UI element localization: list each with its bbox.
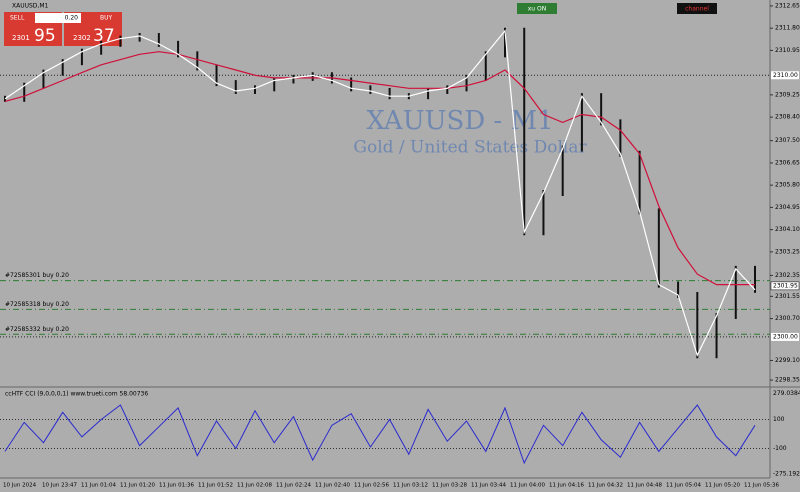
x-tick-label: 11 Jun 04:32: [588, 483, 623, 489]
y-tick-label: 100: [773, 416, 785, 423]
y-tick-label: 2309.25: [775, 91, 800, 98]
x-tick-label: 11 Jun 05:20: [705, 483, 740, 489]
cci-line: [4, 404, 756, 465]
y-tick-label: 2304.10: [775, 226, 800, 233]
toggle-button[interactable]: [517, 3, 557, 14]
y-tick-label: 2305.80: [775, 182, 800, 189]
x-tick-label: 11 Jun 04:16: [549, 483, 584, 489]
y-tick-label: 2308.40: [775, 114, 800, 121]
level-box: [771, 332, 799, 341]
y-tick-label: 2303.25: [775, 248, 800, 255]
chart-bg: [0, 0, 770, 386]
x-tick-label: 11 Jun 01:36: [159, 483, 194, 489]
x-tick-label: 11 Jun 02:24: [276, 483, 311, 489]
buy-price-pips: 37: [93, 26, 115, 46]
x-tick-label: 10 Jun 2024: [3, 483, 37, 489]
x-tick-label: 11 Jun 03:44: [471, 483, 506, 489]
moving-average: [4, 51, 755, 286]
y-tick-label: 2300.70: [775, 315, 800, 322]
y-tick-label: 2312.65: [775, 2, 800, 9]
y-tick-label: 2307.50: [775, 137, 800, 144]
x-tick-label: 11 Jun 03:28: [432, 483, 467, 489]
sell-price: 2301: [12, 34, 30, 42]
watermark-subtitle: Gold / United States Dollar: [353, 138, 587, 158]
x-tick-label: 11 Jun 02:08: [237, 483, 272, 489]
channel-label[interactable]: channel: [685, 6, 709, 13]
order-label: #72585301 buy 0.20: [5, 272, 69, 279]
x-tick-label: 11 Jun 03:12: [393, 483, 428, 489]
lot-box[interactable]: [35, 13, 81, 23]
sell-button[interactable]: SELL: [10, 15, 25, 22]
x-tick-label: 11 Jun 02:40: [315, 483, 350, 489]
y-tick-label: 2310.95: [775, 47, 800, 54]
lot[interactable]: 0.20: [65, 15, 79, 22]
symbol: XAUUSD,M1: [12, 3, 49, 10]
y-tick-label: -100: [773, 445, 787, 452]
order-label: #72585332 buy 0.20: [5, 326, 69, 333]
x-tick-label: 11 Jun 05:04: [666, 483, 701, 489]
level-label: 2300.00: [773, 333, 798, 340]
y-tick-label: 2304.95: [775, 204, 800, 211]
y-tick-label: 279.03846: [773, 390, 800, 397]
sell-price-pips: 95: [34, 26, 56, 46]
y-tick-label: -275.19231: [773, 470, 800, 477]
buy-price: 2302: [73, 34, 91, 42]
x-tick-label: 11 Jun 01:04: [81, 483, 116, 489]
x-tick-label: 11 Jun 01:52: [198, 483, 233, 489]
y-tick-label: 2299.10: [775, 357, 800, 364]
bid-box: [770, 281, 800, 291]
level-label: 2310.00: [773, 72, 798, 79]
x-tick-label: 11 Jun 01:20: [120, 483, 155, 489]
x-tick-label: 10 Jun 23:47: [42, 483, 77, 489]
bid-label: 2301.95: [773, 282, 798, 289]
indicator-name: ccHTF CCI (9,0,0,0,1) www.trueti.com 58.…: [5, 391, 148, 398]
buy-button[interactable]: BUY: [100, 15, 113, 22]
x-tick-label: 11 Jun 05:36: [744, 483, 779, 489]
order-label: #72585318 buy 0.20: [5, 301, 69, 308]
level-box: [771, 71, 799, 80]
watermark-title: XAUUSD - M1: [366, 106, 553, 136]
x-tick-label: 11 Jun 04:48: [627, 483, 662, 489]
y-tick-label: 2298.35: [775, 377, 800, 384]
y-tick-label: 2301.55: [775, 293, 800, 300]
channel-button[interactable]: [677, 3, 717, 14]
price-line: [4, 29, 756, 357]
toggle-label[interactable]: xu ON: [528, 6, 546, 13]
y-tick-label: 2306.65: [775, 159, 800, 166]
y-tick-label: 2311.80: [775, 25, 800, 32]
x-tick-label: 11 Jun 04:00: [510, 483, 545, 489]
x-tick-label: 11 Jun 02:56: [354, 483, 389, 489]
y-tick-label: 2302.35: [775, 272, 800, 279]
